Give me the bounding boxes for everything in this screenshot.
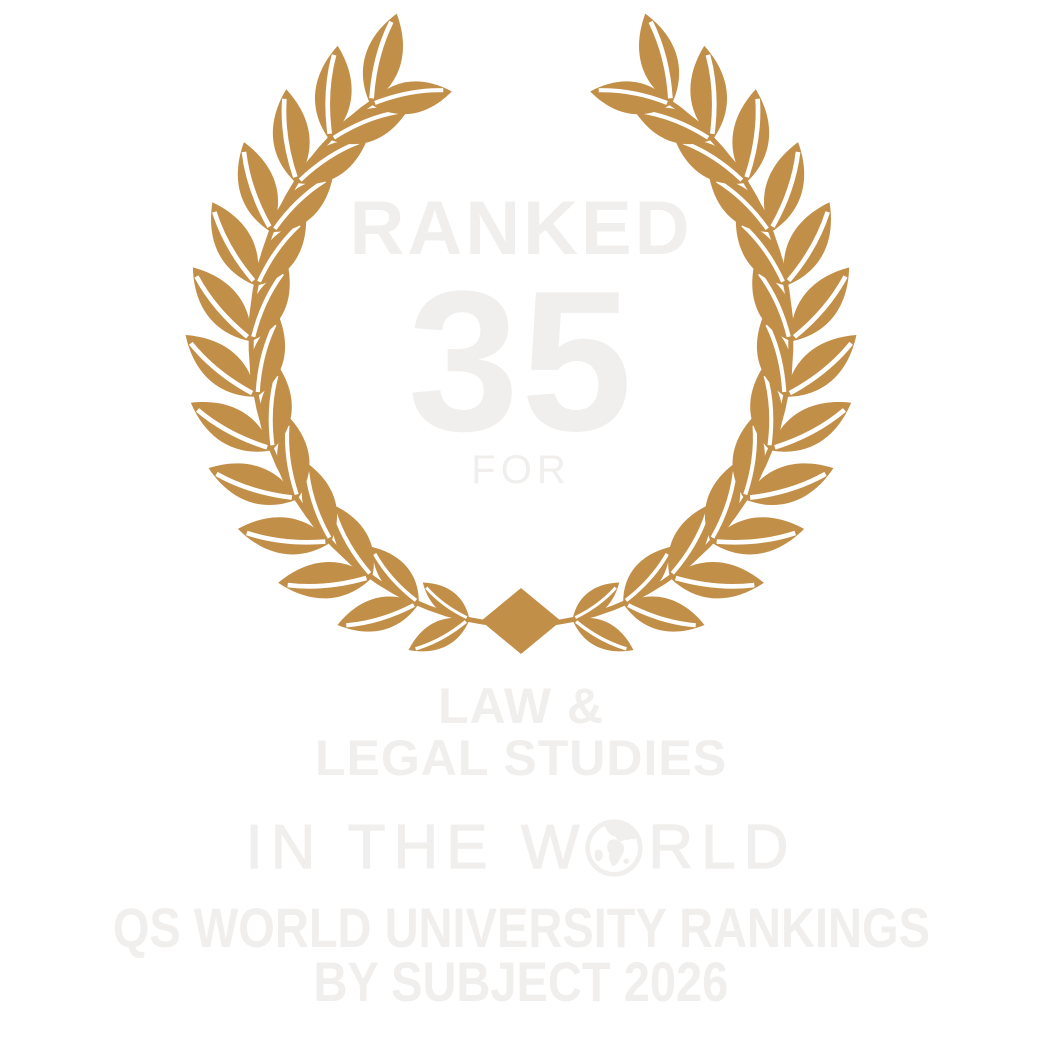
rankings-source: QS WORLD UNIVERSITY RANKINGS BY SUBJECT …: [0, 896, 1042, 1013]
scope-suffix: RLD: [648, 813, 797, 882]
scope-line: IN THE W RLD: [0, 816, 1042, 880]
footer-line-2: BY SUBJECT 2026: [313, 950, 729, 1013]
wreath-diamond: [481, 588, 561, 654]
footer-line-1: QS WORLD UNIVERSITY RANKINGS: [112, 896, 930, 959]
rank-number: 35: [407, 250, 635, 473]
scope-prefix: IN THE W: [245, 813, 588, 882]
for-label: FOR: [471, 448, 571, 492]
subject-name: LAW & LEGAL STUDIES: [0, 680, 1042, 784]
subject-line-2: LEGAL STUDIES: [314, 730, 728, 786]
subject-line-1: LAW &: [437, 678, 605, 734]
globe-icon: [585, 819, 643, 877]
ranked-label: RANKED: [349, 186, 693, 271]
